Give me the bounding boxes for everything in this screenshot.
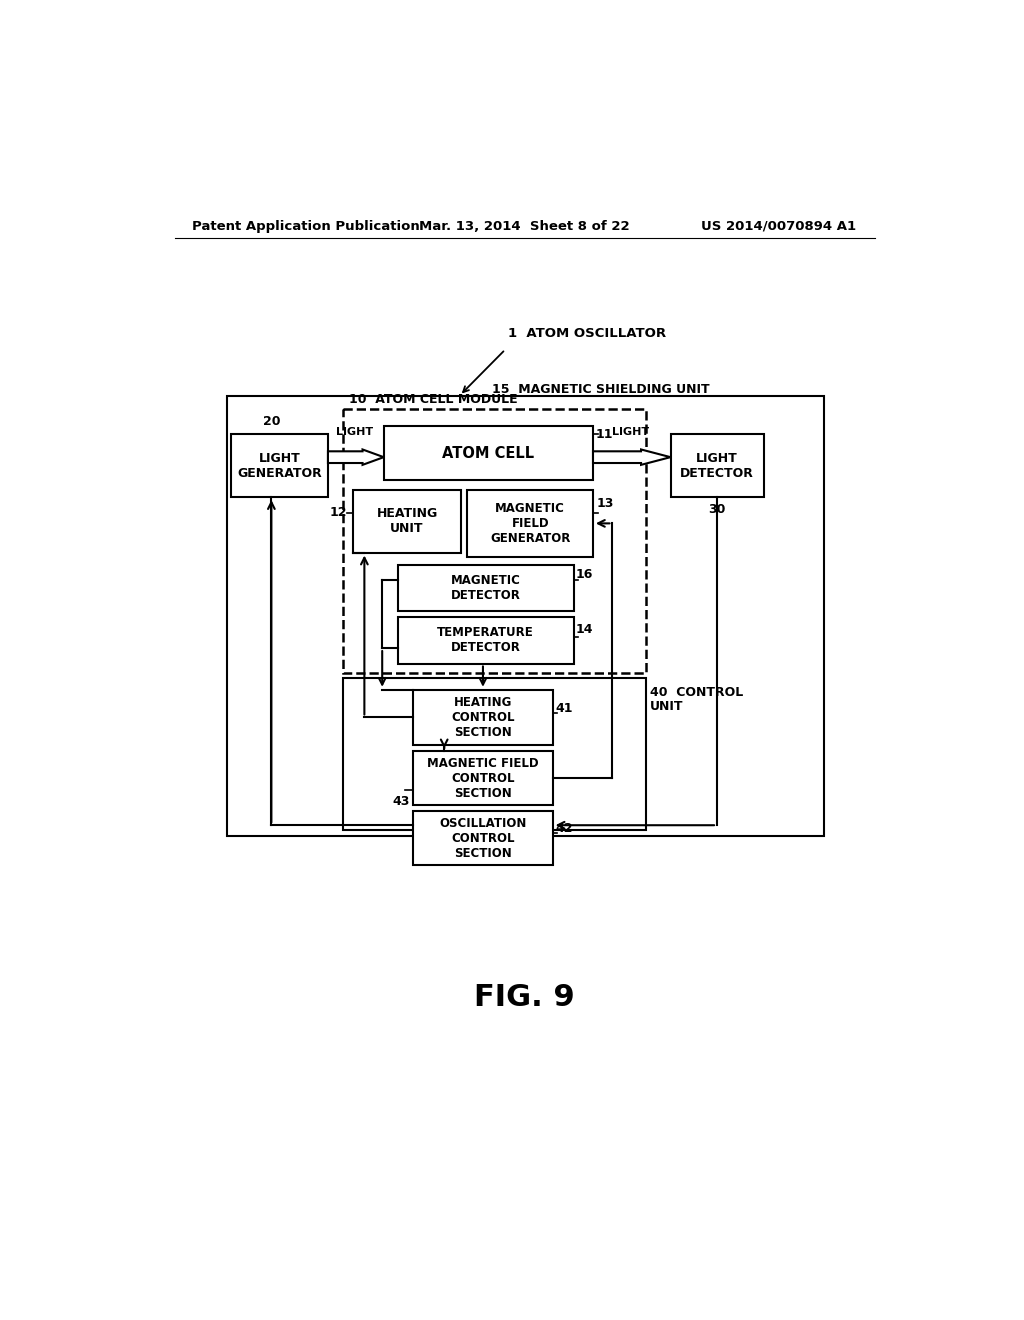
Text: 20: 20 bbox=[262, 414, 281, 428]
Bar bbox=[397, 565, 573, 611]
Text: LIGHT: LIGHT bbox=[336, 428, 373, 437]
Text: 10  ATOM CELL MODULE: 10 ATOM CELL MODULE bbox=[349, 393, 517, 407]
Text: MAGNETIC
DETECTOR: MAGNETIC DETECTOR bbox=[451, 574, 520, 602]
Bar bbox=[343, 409, 646, 673]
Bar bbox=[352, 490, 461, 553]
Text: OSCILLATION
CONTROL
SECTION: OSCILLATION CONTROL SECTION bbox=[439, 817, 526, 859]
Bar bbox=[671, 434, 764, 498]
Text: 1  ATOM OSCILLATOR: 1 ATOM OSCILLATOR bbox=[508, 327, 666, 341]
Text: 30: 30 bbox=[709, 503, 726, 516]
Text: UNIT: UNIT bbox=[649, 700, 683, 713]
Text: MAGNETIC FIELD
CONTROL
SECTION: MAGNETIC FIELD CONTROL SECTION bbox=[427, 756, 539, 800]
Text: 14: 14 bbox=[575, 623, 594, 636]
Bar bbox=[414, 689, 553, 744]
Text: 42: 42 bbox=[556, 822, 573, 834]
Text: Mar. 13, 2014  Sheet 8 of 22: Mar. 13, 2014 Sheet 8 of 22 bbox=[420, 219, 630, 232]
Text: HEATING
CONTROL
SECTION: HEATING CONTROL SECTION bbox=[452, 696, 515, 739]
Text: 12: 12 bbox=[330, 506, 347, 519]
Text: FIG. 9: FIG. 9 bbox=[474, 983, 575, 1012]
Text: 11: 11 bbox=[595, 428, 612, 441]
Bar bbox=[343, 678, 646, 830]
Text: US 2014/0070894 A1: US 2014/0070894 A1 bbox=[701, 219, 856, 232]
Text: 40  CONTROL: 40 CONTROL bbox=[649, 686, 742, 698]
Bar bbox=[397, 618, 573, 664]
Polygon shape bbox=[593, 449, 671, 465]
Bar bbox=[227, 396, 824, 836]
Text: LIGHT: LIGHT bbox=[611, 428, 649, 437]
Bar bbox=[414, 812, 553, 866]
Bar bbox=[414, 751, 553, 805]
Text: Patent Application Publication: Patent Application Publication bbox=[193, 219, 420, 232]
Bar bbox=[231, 434, 328, 498]
Text: LIGHT
GENERATOR: LIGHT GENERATOR bbox=[238, 451, 322, 479]
Bar bbox=[467, 490, 593, 557]
Text: ATOM CELL: ATOM CELL bbox=[442, 446, 535, 461]
Polygon shape bbox=[328, 449, 384, 465]
Text: 16: 16 bbox=[575, 568, 593, 581]
Text: 13: 13 bbox=[597, 496, 614, 510]
Text: 43: 43 bbox=[392, 795, 410, 808]
Text: LIGHT
DETECTOR: LIGHT DETECTOR bbox=[680, 451, 754, 479]
Text: MAGNETIC
FIELD
GENERATOR: MAGNETIC FIELD GENERATOR bbox=[490, 502, 570, 545]
Bar bbox=[384, 426, 593, 480]
Text: 15  MAGNETIC SHIELDING UNIT: 15 MAGNETIC SHIELDING UNIT bbox=[493, 383, 710, 396]
Text: TEMPERATURE
DETECTOR: TEMPERATURE DETECTOR bbox=[437, 627, 535, 655]
Text: HEATING
UNIT: HEATING UNIT bbox=[377, 507, 437, 535]
Text: 41: 41 bbox=[556, 702, 573, 715]
